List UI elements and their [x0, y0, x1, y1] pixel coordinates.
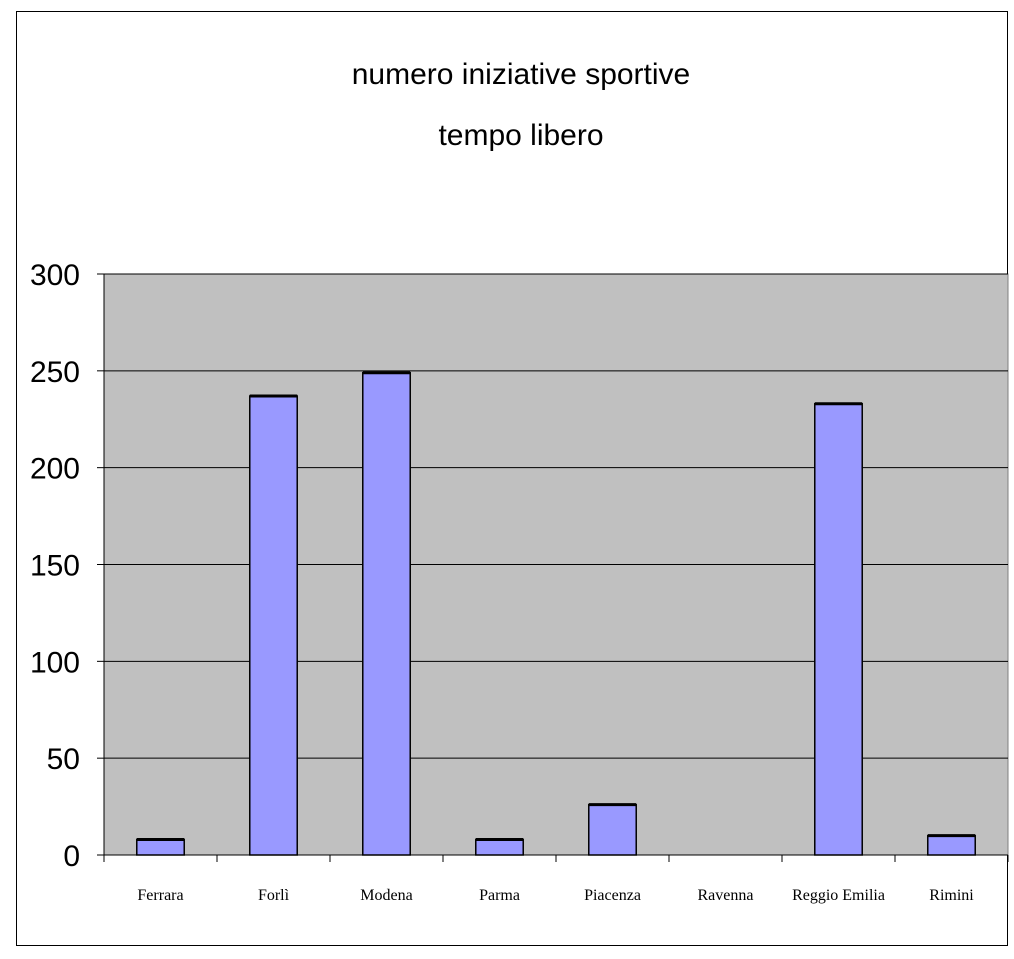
bar-parma — [475, 838, 524, 856]
y-tick-label: 0 — [63, 840, 80, 873]
chart-title-line-2: tempo libero — [438, 119, 603, 152]
x-tick-label: Reggio Emilia — [792, 887, 885, 904]
x-tick-label: Parma — [479, 887, 520, 904]
bar-rimini — [927, 834, 976, 856]
bar-ferrara — [136, 838, 185, 856]
bar-reggio-emilia — [814, 403, 863, 856]
y-tick-label: 150 — [30, 550, 80, 583]
y-tick-label: 50 — [47, 743, 80, 776]
x-tick-label: Ferrara — [137, 887, 183, 904]
y-tick-label: 100 — [30, 646, 80, 679]
x-tick-label: Modena — [360, 887, 412, 904]
chart-title-line-1: numero iniziative sportive — [352, 58, 690, 91]
bar-piacenza — [588, 803, 637, 856]
x-tick-label: Forlì — [258, 887, 290, 904]
bar-forl- — [249, 395, 298, 856]
y-tick-label: 300 — [30, 259, 80, 292]
x-tick-label: Ravenna — [698, 887, 754, 904]
bar-modena — [362, 372, 411, 856]
x-tick-label: Piacenza — [584, 887, 641, 904]
y-tick-label: 200 — [30, 453, 80, 486]
y-tick-label: 250 — [30, 356, 80, 389]
x-tick-label: Rimini — [929, 887, 974, 904]
plot-area: 0 50 100 150 200 250 300 Ferrara Forlì Modena Parm… — [30, 259, 1009, 904]
